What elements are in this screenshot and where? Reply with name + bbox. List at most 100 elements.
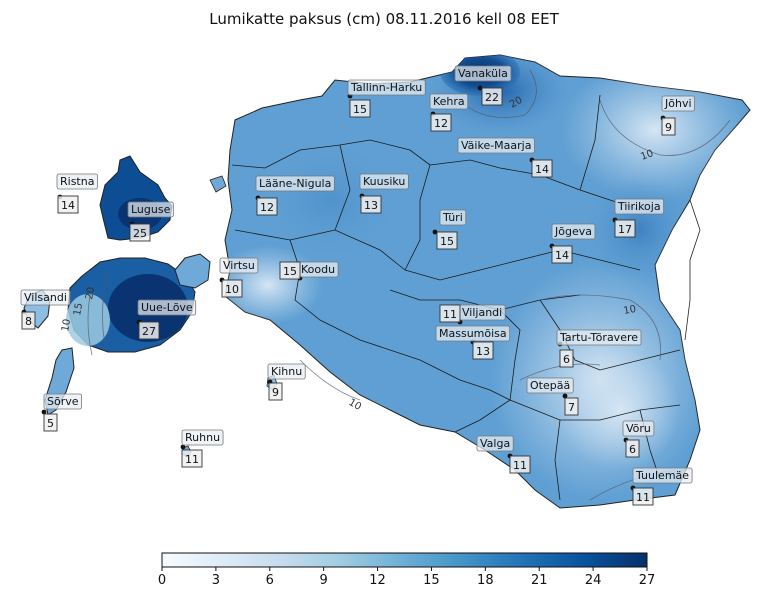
station-value-box — [360, 195, 382, 214]
station-name-box — [359, 173, 409, 190]
station-marker: Jõgeva 14 — [549, 223, 596, 264]
station-marker: Luguse 25 — [127, 201, 174, 242]
station-value: 5 — [47, 417, 54, 430]
contour-label: 15 — [72, 302, 85, 316]
station-marker: Otepää 7 — [526, 377, 579, 416]
station-name: Tartu-Tõravere — [559, 331, 638, 344]
station-name: Viljandi — [462, 306, 502, 319]
station-value-box — [614, 219, 636, 238]
station-value: 17 — [618, 223, 632, 236]
station-value: 14 — [61, 199, 75, 212]
station-marker: Viljandi 11 — [439, 304, 506, 325]
colorbar-tick-label: 3 — [212, 573, 220, 588]
station-marker: Tartu-Tõravere 6 — [556, 329, 642, 368]
contour-label: 10 — [639, 148, 655, 163]
station-name: Lääne-Nigula — [259, 177, 331, 190]
station-name: Vilsandi — [24, 291, 67, 304]
station-name-box — [457, 137, 535, 154]
station-marker: Tiirikoja 17 — [612, 198, 664, 238]
station-name-box — [255, 175, 335, 192]
station-marker: Virtsu 10 — [219, 257, 259, 298]
station-value: 12 — [434, 117, 448, 130]
station-value: 14 — [535, 163, 549, 176]
station-value-box — [564, 397, 579, 416]
station-name-box — [622, 420, 655, 437]
map-title: Lumikatte paksus (cm) 08.11.2016 kell 08… — [209, 10, 559, 28]
station-value: 9 — [272, 386, 279, 399]
station-value: 9 — [665, 121, 672, 134]
station-marker: Türi 15 — [432, 209, 467, 250]
contour-label: 10 — [623, 304, 637, 317]
station-value: 25 — [133, 227, 147, 240]
station-value: 8 — [25, 315, 32, 328]
station-value-box — [279, 261, 301, 280]
station-name: Vanaküla — [458, 67, 508, 80]
station-value-box — [430, 113, 452, 132]
station-name-box — [526, 377, 574, 394]
station-value-box — [21, 311, 36, 330]
station-name-box — [556, 329, 642, 346]
vormsi-island — [209, 175, 227, 193]
station-value: 11 — [185, 453, 199, 466]
station-name: Kehra — [433, 95, 465, 108]
station-name: Jõgeva — [554, 225, 592, 238]
station-marker: Väike-Maarja 14 — [457, 137, 553, 178]
station-value: 15 — [283, 265, 297, 278]
colorbar-tick-label: 9 — [320, 573, 328, 588]
station-name-box — [56, 173, 98, 190]
contour-label: 20 — [84, 286, 97, 300]
station-marker: Kuusiku 13 — [359, 173, 409, 214]
colorbar-gradient — [161, 552, 648, 568]
station-dot — [180, 444, 186, 450]
station-name: Tuulemäe — [635, 469, 689, 482]
station-name-box — [429, 93, 469, 110]
station-name: Tiirikoja — [617, 200, 661, 213]
station-value: 22 — [485, 91, 499, 104]
station-marker: Jõhvi 9 — [660, 95, 695, 136]
colorbar-tick-label: 0 — [158, 573, 166, 588]
peipus-shore — [684, 199, 701, 341]
station-name: Türi — [442, 211, 463, 224]
colorbar-tick-label: 18 — [477, 573, 494, 588]
station-name: Uue-Lõve — [141, 301, 193, 314]
station-value-box — [531, 159, 553, 178]
station-marker: Võru 6 — [622, 420, 655, 458]
station-name-box — [181, 429, 224, 446]
station-name-box — [661, 95, 695, 112]
station-value-box — [138, 321, 160, 340]
station-value-box — [256, 197, 278, 216]
station-name: Jõhvi — [664, 97, 692, 110]
station-value-box — [472, 341, 494, 360]
station-marker: Kihnu 9 — [267, 363, 306, 401]
muhu-island — [174, 253, 211, 289]
colorbar-tick-label: 21 — [531, 573, 548, 588]
station-name: Virtsu — [223, 259, 255, 272]
station-marker: Massumõisa 13 — [435, 325, 511, 360]
map-land — [23, 54, 751, 509]
station-value: 7 — [568, 401, 575, 414]
contour-label: 10 — [347, 397, 364, 413]
colorbar-tick-label: 24 — [585, 573, 602, 588]
station-marker: Kehra 12 — [429, 93, 469, 132]
station-name: Otepää — [530, 379, 570, 392]
station-value-box — [221, 279, 243, 298]
station-value: 10 — [225, 283, 239, 296]
station-value-box — [551, 245, 573, 264]
station-value: 11 — [636, 491, 650, 504]
station-value: 6 — [563, 353, 570, 366]
station-value-box — [661, 117, 676, 136]
station-value-box — [439, 304, 461, 323]
station-value-box — [481, 87, 503, 106]
station-value-box — [129, 223, 151, 242]
station-name: Koodu — [301, 263, 335, 276]
colorbar-tick-label: 6 — [266, 573, 274, 588]
station-name-box — [439, 209, 467, 226]
station-name-box — [127, 201, 174, 218]
station-value-box — [43, 413, 58, 432]
station-name: Kuusiku — [363, 175, 405, 188]
station-dot — [41, 409, 47, 415]
station-name: Massumõisa — [439, 327, 507, 340]
station-name-box — [632, 467, 693, 484]
station-value: 6 — [629, 443, 636, 456]
stations-layer: Tallinn-Harku 15 Vanaküla 22 Kehra 12 Jõhvi 9 Vä… — [20, 65, 695, 506]
